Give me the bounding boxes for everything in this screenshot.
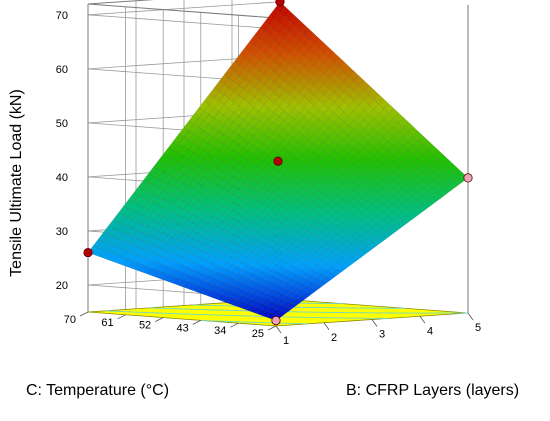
z-tick-label: 40 (56, 172, 68, 184)
surface-patch (294, 20, 305, 32)
design-point (273, 156, 283, 166)
z-tick-label: 60 (56, 64, 68, 76)
x-axis-title: B: CFRP Layers (layers) (346, 382, 519, 399)
t-tick-label: 34 (214, 325, 226, 337)
surface-patch (279, 6, 291, 18)
design-points (83, 0, 473, 326)
surface-patch (442, 159, 454, 169)
t-tick-label: 61 (101, 317, 113, 329)
b-tick-label: 5 (475, 322, 481, 334)
y-axis-title: C: Temperature (°C) (26, 382, 169, 399)
surface-patch (304, 29, 315, 41)
surface-patch (447, 163, 459, 173)
z-tick-label: 70 (56, 10, 68, 22)
b-tick-label: 1 (283, 335, 289, 347)
b-tick-mark (467, 312, 474, 321)
b-tick-mark (371, 319, 378, 327)
surface-patch (289, 15, 301, 27)
surface-patch (428, 145, 439, 155)
t-tick-label: 70 (64, 314, 76, 326)
t-tick-mark (192, 320, 201, 325)
frame-edge (87, 0, 155, 5)
surface-patch (368, 89, 380, 100)
surface-patch (383, 103, 395, 114)
surface-patch (432, 149, 444, 160)
design-point (83, 247, 93, 258)
t-tick-mark (79, 311, 89, 317)
t-tick-label: 43 (177, 322, 189, 334)
z-tick-label: 30 (56, 226, 68, 238)
surface-patch (348, 71, 360, 82)
b-tick-mark (419, 316, 426, 324)
b-tick-mark (275, 325, 282, 334)
design-point (463, 173, 473, 183)
surface-patch (314, 38, 325, 50)
floor-contour-line (200, 319, 309, 325)
t-tick-mark (267, 325, 277, 331)
t-tick-mark (117, 314, 126, 320)
surface-patch (408, 126, 419, 137)
surface-patch (324, 47, 335, 59)
frame-edge (87, 3, 277, 19)
b-tick-label: 2 (331, 332, 337, 344)
surface-patch (388, 108, 399, 119)
z-tick-label: 50 (56, 118, 68, 130)
surface-patch (418, 135, 429, 146)
t-tick-mark (230, 322, 239, 328)
z-axis-title: Tensile Ultimate Load (kN) (8, 89, 25, 277)
t-tick-label: 25 (252, 328, 264, 340)
surface-patch (398, 117, 409, 128)
z-grid-line-left (87, 14, 277, 30)
surface-patch (353, 75, 365, 87)
floor-contour-line (149, 307, 469, 314)
floor-contour-line (105, 310, 389, 319)
surface-patch (373, 94, 385, 105)
response-surface (87, 1, 469, 321)
design-point (271, 315, 281, 326)
surface-patch (334, 57, 345, 68)
z-tick-label: 20 (56, 280, 68, 292)
t-tick-label: 52 (139, 320, 151, 332)
t-tick-mark (155, 317, 164, 322)
b-tick-label: 3 (379, 329, 385, 341)
surface-patch (339, 61, 350, 73)
design-point (275, 0, 285, 7)
b-tick-mark (323, 322, 330, 330)
b-tick-label: 4 (427, 325, 433, 337)
